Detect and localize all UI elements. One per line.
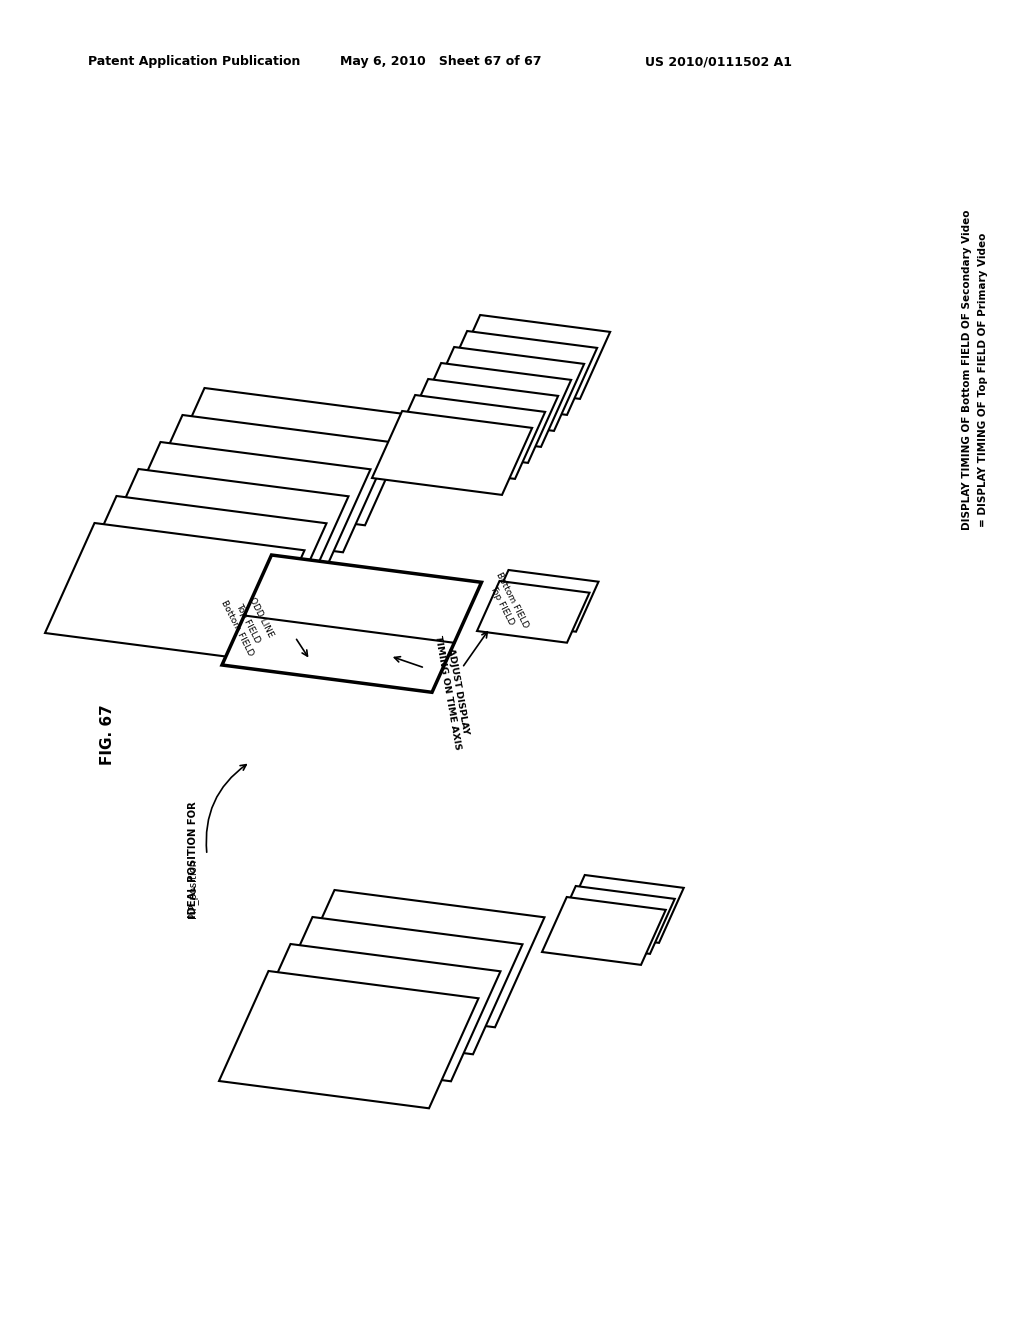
Text: = DISPLAY TIMING OF Top FIELD OF Primary Video: = DISPLAY TIMING OF Top FIELD OF Primary… <box>978 232 988 527</box>
Polygon shape <box>67 496 327 634</box>
Text: DISPLAY TIMING OF Bottom FIELD OF Secondary Video: DISPLAY TIMING OF Bottom FIELD OF Second… <box>962 210 972 531</box>
Polygon shape <box>560 875 684 942</box>
Text: Bottom FIELD: Bottom FIELD <box>219 599 255 657</box>
Polygon shape <box>477 581 590 643</box>
Polygon shape <box>411 363 571 447</box>
Text: Patent Application Publication: Patent Application Publication <box>88 55 300 69</box>
Polygon shape <box>222 554 481 692</box>
Polygon shape <box>437 331 597 414</box>
Polygon shape <box>111 442 371 579</box>
Polygon shape <box>155 388 415 525</box>
Polygon shape <box>398 379 558 463</box>
Polygon shape <box>450 315 610 399</box>
Polygon shape <box>263 917 522 1055</box>
Text: ADJUST DISPLAY
TIMING ON TIME AXIS: ADJUST DISPLAY TIMING ON TIME AXIS <box>433 634 473 751</box>
Text: PiP_position: PiP_position <box>187 858 199 917</box>
Text: Top FIELD: Top FIELD <box>234 602 262 644</box>
Polygon shape <box>551 886 675 954</box>
Polygon shape <box>45 523 304 660</box>
Polygon shape <box>285 890 545 1027</box>
Polygon shape <box>241 944 501 1081</box>
Polygon shape <box>385 395 545 479</box>
Polygon shape <box>219 972 478 1109</box>
Text: May 6, 2010   Sheet 67 of 67: May 6, 2010 Sheet 67 of 67 <box>340 55 542 69</box>
Polygon shape <box>424 347 584 430</box>
Text: US 2010/0111502 A1: US 2010/0111502 A1 <box>645 55 792 69</box>
Text: FIG. 67: FIG. 67 <box>99 705 115 766</box>
Text: Top FIELD: Top FIELD <box>488 583 516 626</box>
Polygon shape <box>89 469 348 606</box>
Polygon shape <box>486 570 598 632</box>
Text: Bottom FIELD: Bottom FIELD <box>495 570 529 630</box>
Text: IDEAL POSITION FOR: IDEAL POSITION FOR <box>188 801 198 919</box>
Polygon shape <box>542 898 666 965</box>
Text: ODD LINE: ODD LINE <box>247 595 274 639</box>
Polygon shape <box>133 414 392 552</box>
Polygon shape <box>372 411 532 495</box>
